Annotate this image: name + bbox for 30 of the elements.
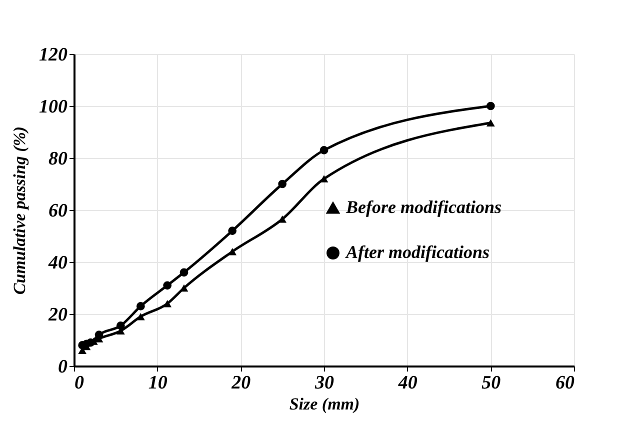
x-tick-label: 20 bbox=[230, 372, 252, 394]
y-tick-label: 20 bbox=[48, 304, 68, 326]
y-tick-label: 60 bbox=[48, 200, 68, 222]
x-tick-label: 30 bbox=[314, 372, 334, 394]
y-tick-label: 0 bbox=[58, 356, 68, 378]
point bbox=[278, 180, 287, 188]
y-axis-title: Cumulative passing (%) bbox=[10, 126, 29, 295]
y-tick-label: 120 bbox=[39, 44, 68, 66]
point bbox=[228, 226, 237, 235]
x-axis-title: Size (mm) bbox=[289, 394, 360, 414]
point bbox=[163, 300, 172, 308]
point bbox=[136, 302, 145, 310]
point bbox=[180, 268, 188, 277]
legend-label: Before modifications bbox=[345, 197, 502, 217]
point bbox=[228, 248, 237, 256]
point bbox=[320, 146, 328, 154]
y-tick-label: 100 bbox=[39, 96, 68, 118]
x-tick-label: 60 bbox=[556, 372, 575, 394]
point bbox=[136, 312, 145, 320]
point bbox=[486, 102, 495, 110]
legend-label: After modifications bbox=[345, 242, 490, 262]
y-tick-label: 40 bbox=[48, 252, 68, 274]
x-tick-label: 0 bbox=[74, 372, 84, 394]
y-tick-label: 80 bbox=[48, 148, 68, 170]
point bbox=[163, 281, 172, 290]
x-tick-label: 10 bbox=[148, 372, 168, 394]
x-tick-label: 40 bbox=[397, 372, 418, 394]
x-tick-label: 50 bbox=[482, 372, 502, 394]
point bbox=[116, 322, 125, 330]
point bbox=[486, 119, 495, 127]
